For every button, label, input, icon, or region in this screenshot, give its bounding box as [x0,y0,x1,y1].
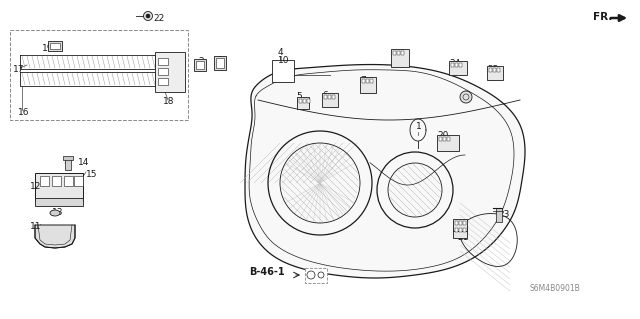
Text: 17: 17 [13,65,24,74]
Text: 7: 7 [457,224,463,233]
Bar [459,221,462,225]
Bar [52,176,61,186]
Bar [489,68,492,72]
Bar [64,176,73,186]
Bar [216,58,224,68]
Text: 3: 3 [216,56,221,65]
Bar [447,137,450,141]
Circle shape [143,11,152,20]
Text: 18: 18 [163,97,175,106]
Text: 22: 22 [153,14,164,23]
Circle shape [146,14,150,18]
Bar [194,59,206,71]
Bar [439,137,442,141]
Circle shape [460,91,472,103]
Bar [48,41,62,51]
Text: 16: 16 [18,108,29,117]
Text: 26: 26 [296,100,307,109]
Bar [443,137,446,141]
Text: 14: 14 [78,158,90,167]
Bar [196,61,204,69]
Bar [328,95,331,99]
Text: FR.: FR. [593,12,612,22]
Bar [307,99,310,103]
Bar [272,60,294,82]
Text: 4: 4 [278,48,284,57]
Bar [366,79,369,83]
Bar [463,228,466,232]
Bar [297,97,309,109]
Text: 1: 1 [416,122,422,131]
Text: 6: 6 [322,91,328,100]
Bar [299,99,302,103]
Text: 20: 20 [437,131,449,140]
Text: 9: 9 [462,91,468,100]
Bar [401,51,404,55]
Bar [158,58,168,65]
Bar [391,49,409,67]
Bar [50,43,60,49]
Text: 10: 10 [278,56,289,65]
Text: B-46-1: B-46-1 [249,267,285,277]
Bar [63,156,73,160]
Bar [158,68,168,75]
Bar [303,99,306,103]
Bar [35,173,83,201]
Text: 7: 7 [360,76,365,85]
Bar [35,198,83,206]
Bar [322,93,338,107]
Polygon shape [35,225,75,248]
Bar [360,77,376,93]
Bar [437,135,459,151]
Text: 5: 5 [296,92,301,101]
Bar [455,63,458,67]
Text: 23: 23 [498,210,509,219]
Text: 24: 24 [449,59,460,68]
Bar [451,63,454,67]
Bar [455,228,458,232]
Bar [497,68,500,72]
Bar [487,66,503,80]
Bar [370,79,373,83]
Text: S6M4B0901B: S6M4B0901B [530,284,580,293]
Bar [455,221,458,225]
Bar [155,52,185,92]
Polygon shape [245,64,525,278]
Bar [463,221,466,225]
Bar [65,158,71,170]
Bar [449,61,467,75]
Bar [459,63,462,67]
Ellipse shape [50,210,60,216]
Text: 19: 19 [42,44,54,53]
Bar [453,226,467,238]
Bar [40,176,49,186]
Bar [214,56,226,70]
Bar [459,228,462,232]
Bar [393,51,396,55]
Text: 12: 12 [30,182,42,191]
Bar [453,219,467,231]
Bar [332,95,335,99]
Text: 11: 11 [30,222,42,231]
Bar [493,68,496,72]
Text: 13: 13 [52,208,63,217]
Bar [305,268,327,283]
Text: 21: 21 [457,233,468,242]
Bar [362,79,365,83]
Bar [397,51,400,55]
Bar [496,208,502,222]
Bar [324,95,327,99]
Bar [158,78,168,85]
Bar [74,176,83,186]
Text: 15: 15 [86,170,97,179]
Bar [10,30,188,120]
Text: 2: 2 [198,57,204,66]
Text: 25: 25 [487,65,499,74]
Text: 8: 8 [393,50,399,59]
